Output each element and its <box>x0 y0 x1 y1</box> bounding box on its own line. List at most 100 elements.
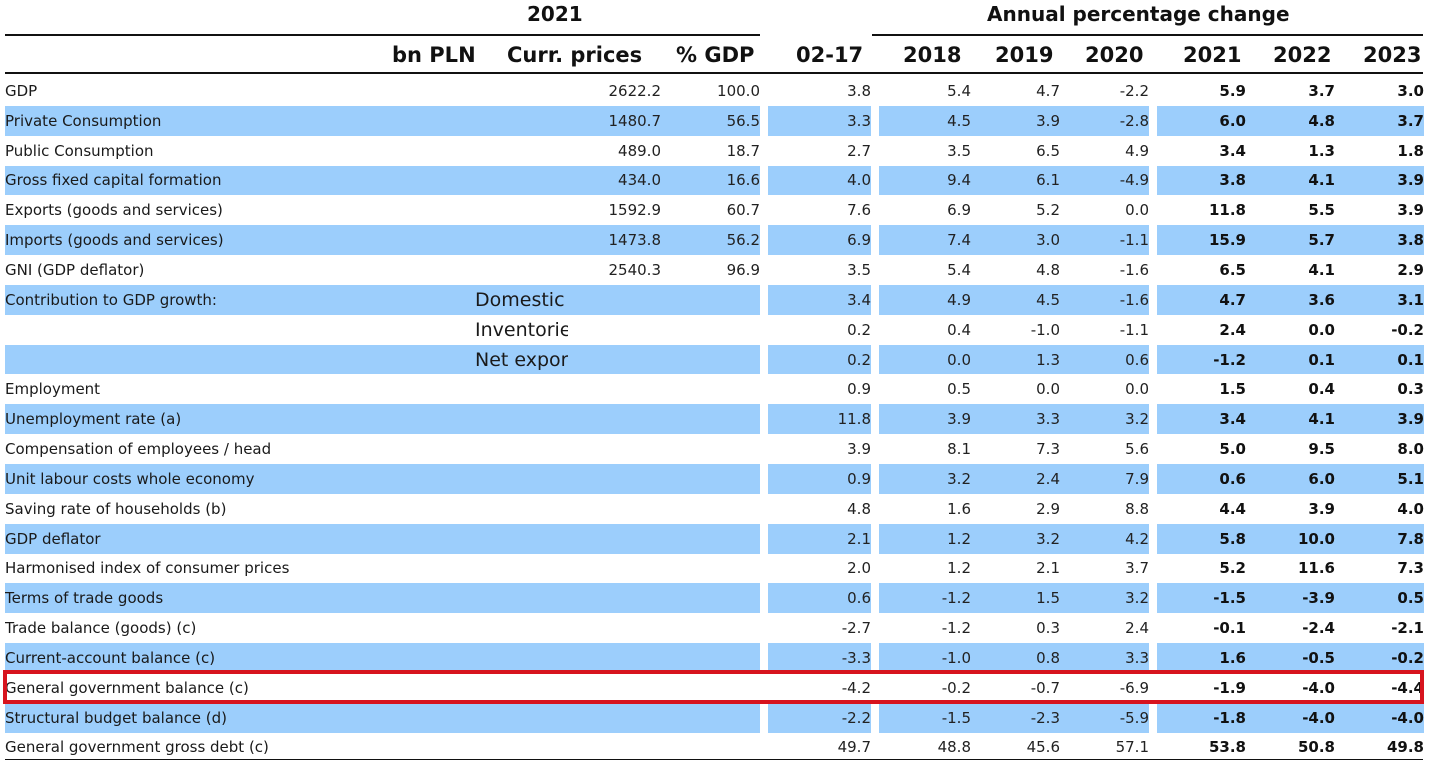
forecast-2023: 3.7 <box>1335 105 1424 136</box>
value-2019: -1.0 <box>1030 320 1060 339</box>
column-gap <box>760 135 768 166</box>
curr-prices-value <box>568 643 661 673</box>
row-label: Unemployment rate (a) <box>5 410 182 429</box>
row-label-cell: Gross fixed capital formation <box>5 165 568 196</box>
table-row: Private Consumption 1480.7 56.5 3.3 4.5 3.9 -2… <box>5 105 1424 136</box>
row-label-cell: General government balance (c) <box>5 673 568 703</box>
column-gap <box>871 643 879 673</box>
column-gap <box>760 613 768 644</box>
column-gap <box>760 314 768 345</box>
value-2020: 3.3 <box>1060 643 1149 673</box>
curr-prices-value <box>568 702 661 733</box>
pct-gdp-value <box>661 315 760 345</box>
table-row: Compensation of employees / head 3.9 8.1 7.… <box>5 434 1424 464</box>
curr-prices-value: 1480.7 <box>568 105 661 136</box>
forecast-2023: 5.1 <box>1335 463 1424 494</box>
forecast-2023: 3.1 <box>1335 284 1424 315</box>
value-2019: 4.7 <box>1036 81 1060 100</box>
row-label-cell: Employment <box>5 374 568 404</box>
annual-change-header: Annual percentage change <box>987 2 1290 26</box>
forecast-2021: 2.4 <box>1219 320 1246 339</box>
table-row: Saving rate of households (b) 4.8 1.6 2.9 8.… <box>5 493 1424 524</box>
forecast-2021: 1.6 <box>1157 643 1246 673</box>
row-label: Private Consumption <box>5 111 162 130</box>
column-gap <box>760 672 768 703</box>
curr-prices-value <box>568 434 661 464</box>
value-2018: 8.1 <box>947 440 971 459</box>
column-gap <box>871 105 879 136</box>
forecast-2023: 3.0 <box>1397 81 1424 100</box>
value-2020: -2.2 <box>1119 81 1149 100</box>
forecast-2021: 4.4 <box>1219 499 1246 518</box>
forecast-2021: 3.4 <box>1219 141 1246 160</box>
pct-gdp-value <box>661 374 760 404</box>
value-2020: -4.9 <box>1060 165 1149 196</box>
table-row: GDP deflator 2.1 1.2 3.2 4.2 5.8 10.0 7.8 <box>5 523 1424 554</box>
col-2023: 2023 <box>1363 43 1422 67</box>
value-2019: 3.0 <box>971 225 1060 256</box>
value-2020: 0.6 <box>1060 344 1149 375</box>
value-2019: -0.7 <box>1030 678 1060 697</box>
forecast-2022: 5.5 <box>1308 201 1335 220</box>
row-label: Saving rate of households (b) <box>5 499 227 518</box>
column-gap <box>871 463 879 494</box>
value-02-17: 49.7 <box>837 738 871 757</box>
column-gap <box>871 165 879 196</box>
value-2020: -1.6 <box>1119 260 1149 279</box>
column-gap <box>760 225 768 256</box>
forecast-2021: 5.8 <box>1157 523 1246 554</box>
value-02-17: 4.0 <box>768 165 871 196</box>
forecast-2022: 11.6 <box>1297 559 1335 578</box>
pct-gdp-value: 56.2 <box>661 225 760 256</box>
pct-gdp-value: 96.9 <box>726 260 760 279</box>
row-label: Trade balance (goods) (c) <box>5 619 197 638</box>
curr-prices-value <box>568 613 661 643</box>
column-gap <box>1149 404 1157 435</box>
value-2019: 45.6 <box>1026 738 1060 757</box>
column-gap <box>760 165 768 196</box>
row-sublabel: Domestic demand <box>475 288 568 311</box>
column-gap <box>1149 105 1157 136</box>
table-row: GNI (GDP deflator) 2540.3 96.9 3.5 5.4 4.8 -1.… <box>5 255 1424 285</box>
forecast-2022: 3.7 <box>1308 81 1335 100</box>
curr-prices-value <box>568 404 661 435</box>
table-row: Exports (goods and services) 1592.9 60.7 7.… <box>5 195 1424 226</box>
pct-gdp-value <box>661 463 760 494</box>
value-2020: 3.7 <box>1125 559 1149 578</box>
column-gap <box>1149 672 1157 703</box>
row-label: Current-account balance (c) <box>5 648 216 667</box>
row-label: Public Consumption <box>5 141 154 160</box>
forecast-2023: -4.4 <box>1391 678 1424 697</box>
value-02-17: 2.7 <box>847 141 871 160</box>
column-gap <box>1149 702 1157 733</box>
table-row: General government gross debt (c) 49.7 48.… <box>5 732 1424 763</box>
column-gap <box>871 255 879 285</box>
row-label: General government balance (c) <box>5 678 249 697</box>
curr-prices-value <box>568 583 661 614</box>
curr-prices-value <box>568 733 661 763</box>
row-label-cell: GDP <box>5 76 568 106</box>
pct-gdp-value <box>661 554 760 584</box>
forecast-2023: -2.1 <box>1391 619 1424 638</box>
value-2019: 4.8 <box>1036 260 1060 279</box>
value-2019: 2.1 <box>1036 559 1060 578</box>
value-02-17: 7.6 <box>847 201 871 220</box>
row-sublabel: Net exports <box>475 348 568 371</box>
value-2018: 1.2 <box>879 523 971 554</box>
row-label-cell: Public Consumption <box>5 136 568 166</box>
column-gap <box>1149 195 1157 226</box>
row-label-cell: GNI (GDP deflator) <box>5 255 568 285</box>
table-row: Contribution to GDP growth: Domestic dema… <box>5 284 1424 315</box>
forecast-2021: 6.5 <box>1219 260 1246 279</box>
value-02-17: 3.5 <box>847 260 871 279</box>
forecast-2021: -1.9 <box>1213 678 1246 697</box>
pct-gdp-value <box>661 643 760 673</box>
row-label: Terms of trade goods <box>5 589 164 608</box>
value-2019: 6.5 <box>1036 141 1060 160</box>
pct-gdp-value <box>661 434 760 464</box>
table-row: General government balance (c) -4.2 -0.2 -0… <box>5 672 1424 703</box>
column-gap <box>760 284 768 315</box>
column-gap <box>871 493 879 524</box>
value-2020: 7.9 <box>1060 463 1149 494</box>
curr-prices-value <box>568 494 661 524</box>
